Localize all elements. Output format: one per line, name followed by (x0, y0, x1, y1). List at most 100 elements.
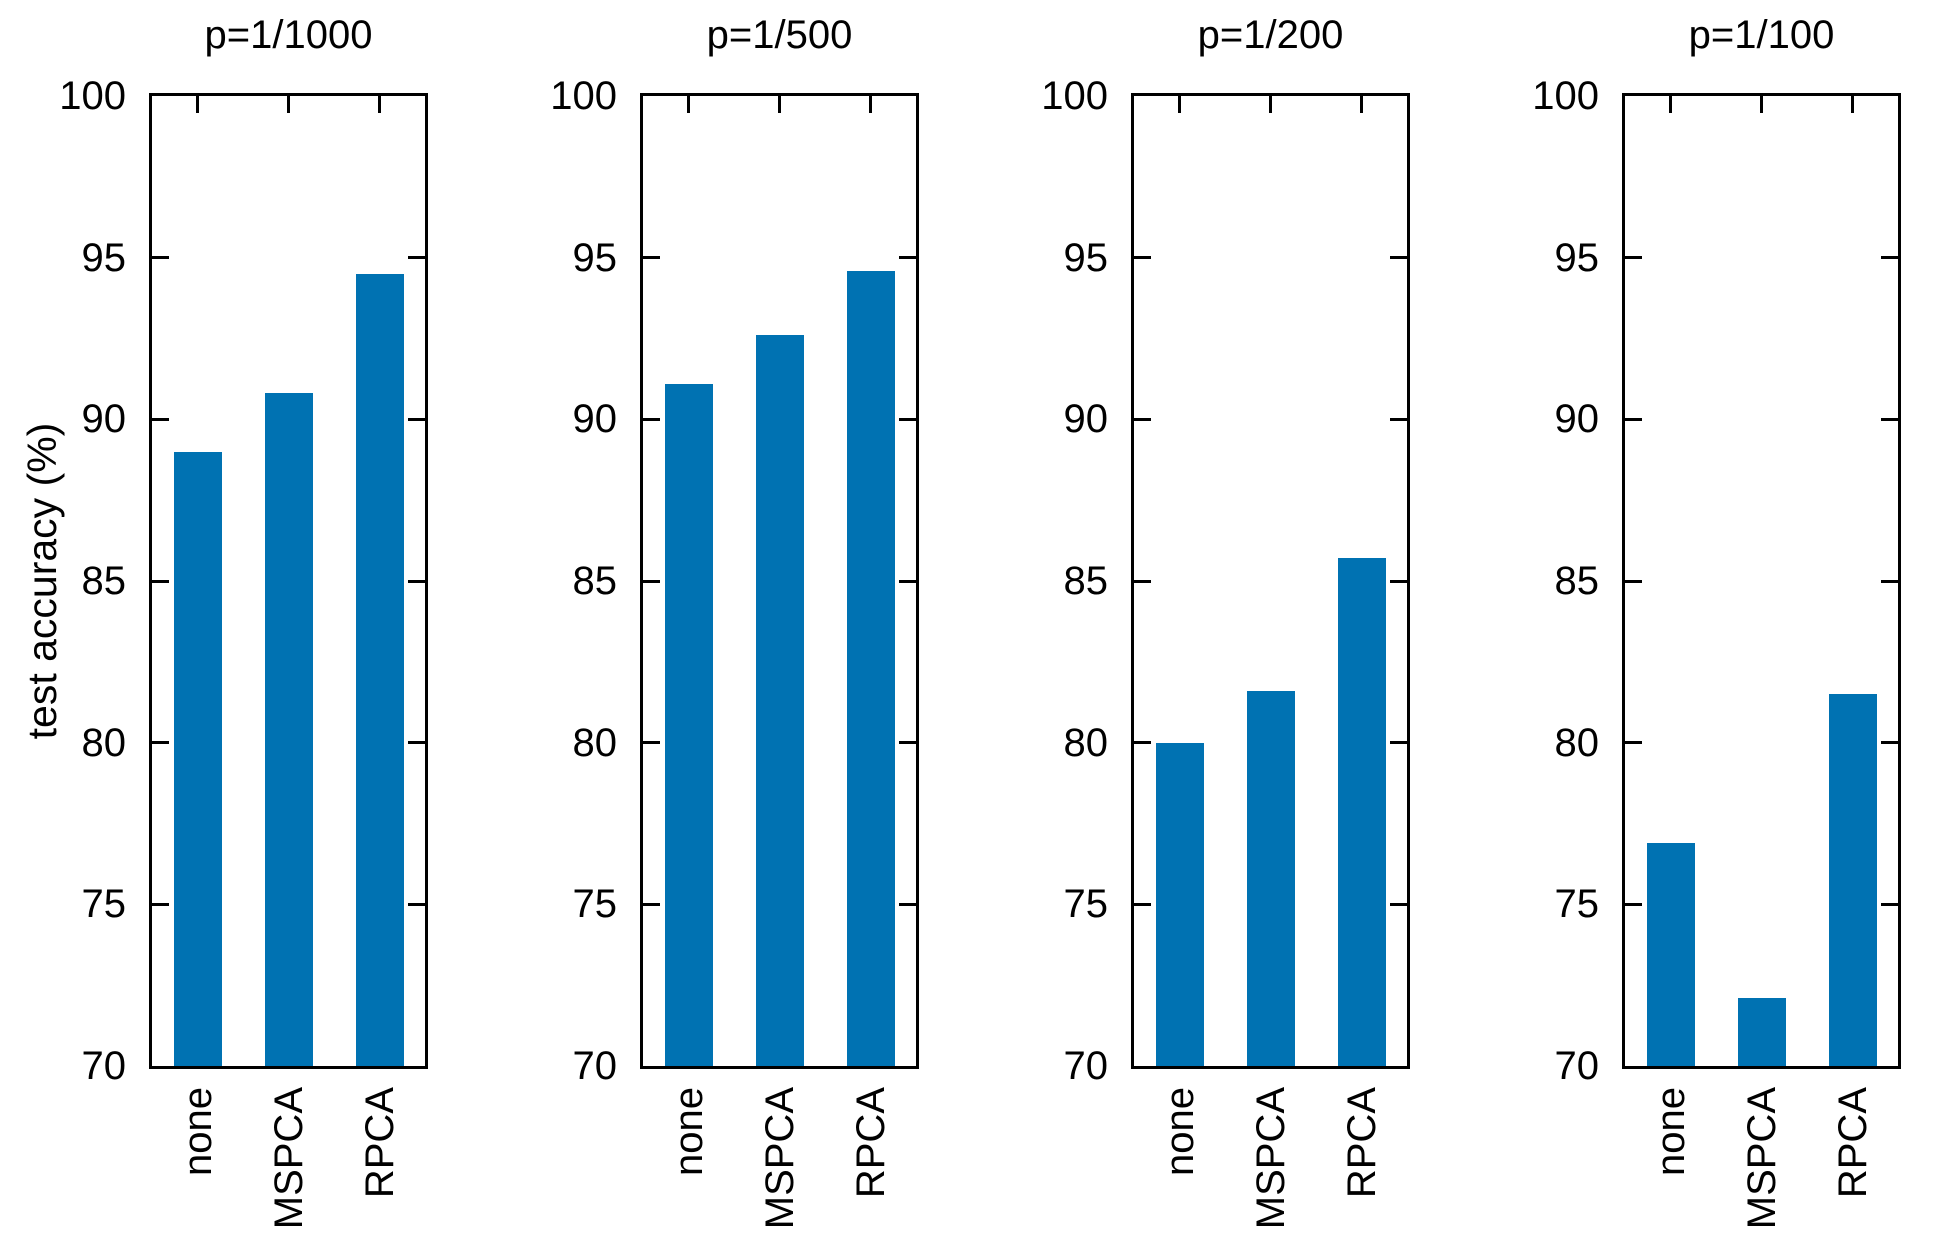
y-tick (1881, 741, 1898, 744)
y-tick-label: 80 (572, 721, 618, 765)
x-category-label: RPCA (849, 1087, 893, 1199)
plot-box (149, 93, 428, 1069)
bar-rpca (356, 274, 404, 1066)
x-tick (287, 96, 290, 113)
x-tick (1669, 96, 1672, 113)
y-tick (1134, 580, 1151, 583)
x-category-label: RPCA (1340, 1087, 1384, 1199)
x-category-label: none (1158, 1087, 1202, 1176)
bar-mspca (265, 393, 313, 1066)
x-category-label: none (176, 1087, 220, 1176)
x-tick (1178, 96, 1181, 113)
x-category-label: none (667, 1087, 711, 1176)
x-tick (1360, 96, 1363, 113)
y-tick-label: 95 (572, 236, 618, 280)
y-tick-label: 95 (81, 236, 127, 280)
y-tick-label: 70 (572, 1044, 618, 1088)
y-tick-label: 90 (572, 397, 618, 441)
y-tick (899, 580, 916, 583)
y-tick-label: 100 (1532, 74, 1599, 118)
y-tick (643, 580, 660, 583)
y-tick-label: 70 (1554, 1044, 1600, 1088)
y-tick (643, 256, 660, 259)
panel-title: p=1/1000 (204, 13, 373, 57)
y-tick-label: 75 (81, 882, 127, 926)
y-tick (1134, 256, 1151, 259)
y-tick (408, 741, 425, 744)
plot-box (1622, 93, 1901, 1069)
bar-rpca (1338, 558, 1386, 1066)
plot-area (1625, 96, 1898, 1066)
bar-rpca (847, 271, 895, 1066)
y-tick-label: 90 (81, 397, 127, 441)
y-tick (1390, 580, 1407, 583)
y-tick (152, 256, 169, 259)
bar-mspca (756, 335, 804, 1066)
y-tick (1134, 741, 1151, 744)
y-tick (643, 418, 660, 421)
y-tick-label: 80 (1063, 721, 1109, 765)
y-tick-label: 70 (81, 1044, 127, 1088)
y-tick (408, 418, 425, 421)
y-tick-label: 75 (572, 882, 618, 926)
bar-none (174, 452, 222, 1066)
bar-none (665, 384, 713, 1066)
y-tick (1881, 256, 1898, 259)
y-tick-label: 90 (1063, 397, 1109, 441)
plot-box (1131, 93, 1410, 1069)
x-category-label: MSPCA (758, 1087, 802, 1230)
bar-rpca (1829, 694, 1877, 1066)
y-tick-label: 100 (550, 74, 617, 118)
y-tick-label: 85 (81, 559, 127, 603)
x-category-label: RPCA (358, 1087, 402, 1199)
y-tick-label: 85 (572, 559, 618, 603)
x-tick (1269, 96, 1272, 113)
y-tick-label: 95 (1063, 236, 1109, 280)
y-tick (1134, 418, 1151, 421)
bar-mspca (1247, 691, 1295, 1066)
y-tick (899, 741, 916, 744)
bar-mspca (1738, 998, 1786, 1066)
panel-title: p=1/100 (1688, 13, 1835, 57)
y-tick (152, 741, 169, 744)
y-tick (1134, 903, 1151, 906)
y-tick-label: 70 (1063, 1044, 1109, 1088)
x-category-label: MSPCA (1740, 1087, 1784, 1230)
panel-title: p=1/500 (706, 13, 853, 57)
y-tick-label: 100 (1041, 74, 1108, 118)
y-tick (643, 741, 660, 744)
x-category-label: MSPCA (1249, 1087, 1293, 1230)
y-tick (899, 256, 916, 259)
y-tick (152, 903, 169, 906)
y-tick-label: 75 (1554, 882, 1600, 926)
y-tick (152, 580, 169, 583)
y-tick (899, 903, 916, 906)
y-tick (408, 903, 425, 906)
y-tick-label: 95 (1554, 236, 1600, 280)
y-tick (1625, 903, 1642, 906)
y-tick (1390, 903, 1407, 906)
y-tick (152, 418, 169, 421)
x-tick (1851, 96, 1854, 113)
y-tick (1625, 256, 1642, 259)
y-tick (1390, 256, 1407, 259)
x-tick (869, 96, 872, 113)
x-tick (378, 96, 381, 113)
plot-area (1134, 96, 1407, 1066)
y-tick (408, 580, 425, 583)
y-tick (899, 418, 916, 421)
y-tick (1881, 903, 1898, 906)
x-tick (196, 96, 199, 113)
y-tick-label: 100 (59, 74, 126, 118)
y-tick-label: 80 (81, 721, 127, 765)
y-tick (1625, 741, 1642, 744)
x-tick (1760, 96, 1763, 113)
y-tick (1881, 418, 1898, 421)
y-tick-label: 85 (1063, 559, 1109, 603)
plot-box (640, 93, 919, 1069)
bar-none (1647, 843, 1695, 1066)
y-tick (408, 256, 425, 259)
x-category-label: RPCA (1831, 1087, 1875, 1199)
plot-area (152, 96, 425, 1066)
